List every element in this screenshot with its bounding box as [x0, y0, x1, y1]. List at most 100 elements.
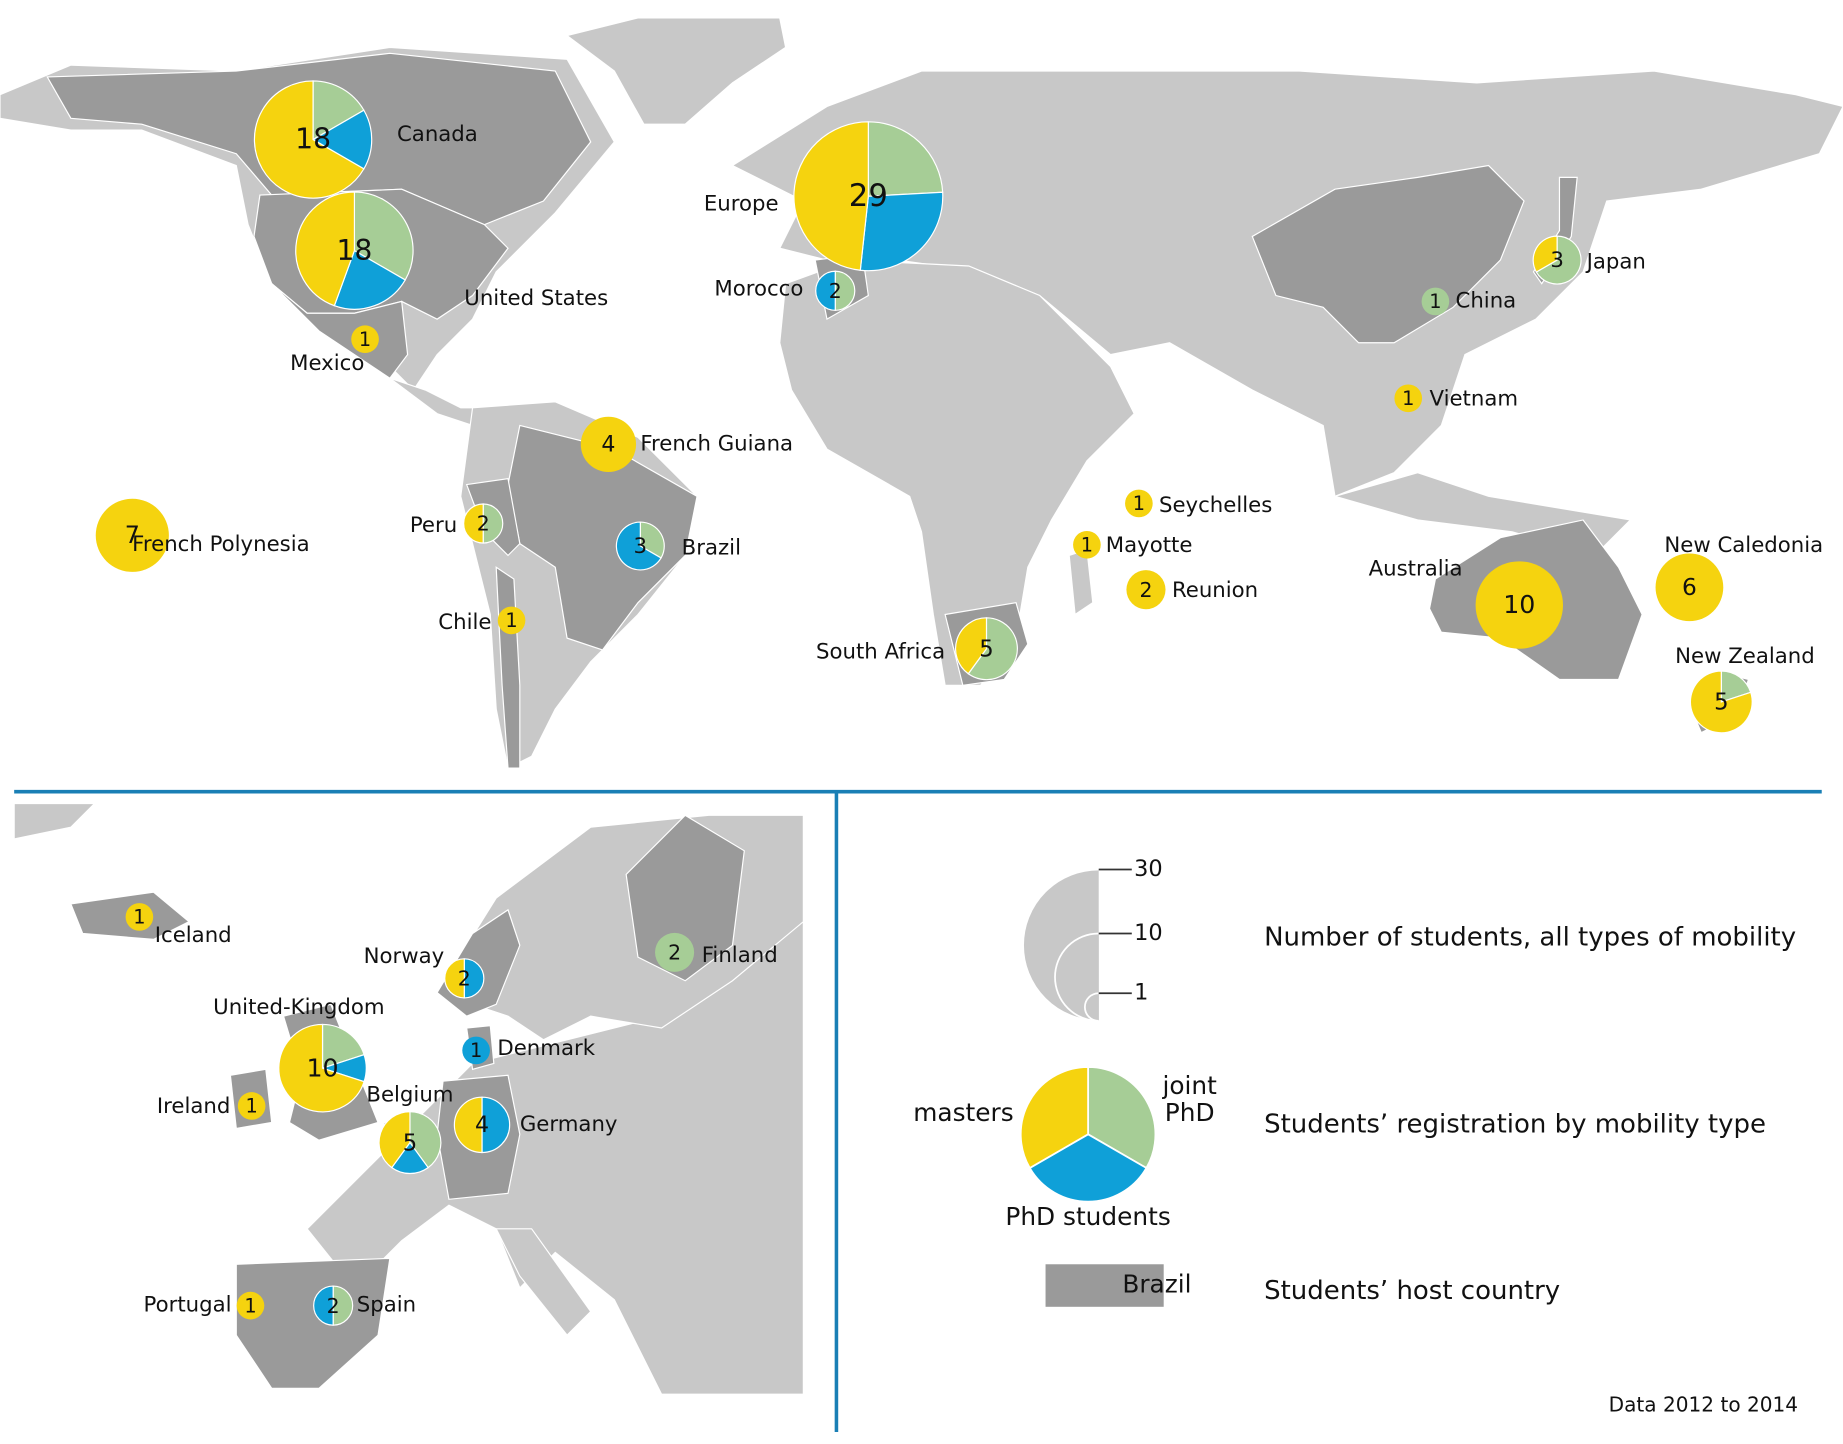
land: [13, 802, 96, 840]
pie-total: 1: [1081, 533, 1093, 556]
location-label: Reunion: [1172, 578, 1258, 603]
type-legend-segment: [1028, 1133, 1148, 1203]
pie-segment: [1475, 561, 1564, 649]
pie: 2: [444, 958, 485, 999]
pie-segment: [453, 1096, 483, 1154]
pie-segment: [1394, 384, 1423, 413]
pie-segment: [859, 191, 944, 272]
pie-segment: [1689, 670, 1753, 734]
host-country: [1251, 164, 1525, 344]
pie: 2: [815, 270, 856, 311]
pie: 10: [278, 1023, 367, 1113]
pie-segment: [253, 80, 365, 199]
legend-size-title: Number of students, all types of mobilit…: [1264, 923, 1796, 953]
host-country: [235, 1257, 391, 1389]
pie-total: 3: [1550, 248, 1564, 273]
pie: 2: [1126, 570, 1166, 610]
pie-total: 29: [849, 178, 888, 214]
pie-total: 2: [477, 512, 490, 536]
legend-host-swatch: [1045, 1264, 1164, 1307]
pie: 1: [1125, 489, 1153, 518]
location-label: Mexico: [290, 351, 364, 376]
legend-type-title: Students’ registration by mobility type: [1264, 1109, 1766, 1139]
size-legend-label: 30: [1134, 856, 1163, 882]
pie-segment: [834, 270, 856, 311]
pie-segment: [295, 191, 356, 307]
pie: 1: [1421, 287, 1450, 316]
pie-segment: [463, 503, 484, 544]
pie-total: 1: [245, 1095, 257, 1118]
pie-segment: [462, 1036, 490, 1065]
pie: 1: [236, 1291, 265, 1320]
pie-segment: [444, 958, 465, 999]
pie-segment: [1126, 570, 1166, 610]
host-country: [625, 814, 745, 982]
pie-segment: [1421, 287, 1450, 316]
legend-masters: masters: [913, 1098, 1013, 1127]
pie-segment: [580, 416, 637, 473]
pie-total: 2: [1139, 578, 1152, 602]
pie-total: 10: [1503, 590, 1535, 619]
pie-segment: [353, 191, 414, 281]
location-label: Spain: [357, 1293, 416, 1318]
pie-total: 2: [458, 967, 471, 991]
pie-total: 4: [475, 1113, 489, 1138]
pie-total: 2: [668, 941, 681, 965]
pie-total: 1: [359, 328, 371, 351]
pie-segment: [1655, 553, 1724, 622]
pie: 18: [253, 80, 373, 199]
pie-segment: [815, 270, 836, 311]
pie-total: 1: [1133, 492, 1145, 515]
pie-segment: [278, 1023, 365, 1113]
size-legend-label: 1: [1134, 980, 1148, 1006]
pie: 3: [615, 521, 665, 571]
pie-segment: [793, 121, 869, 271]
pie-segment: [332, 1285, 354, 1326]
pie-segment: [867, 121, 944, 197]
pie-total: 1: [244, 1294, 256, 1317]
pie-segment: [311, 109, 373, 170]
pie-segment: [967, 617, 1018, 681]
pie-total: 1: [505, 609, 517, 632]
pie-segment: [955, 617, 988, 675]
location-label: United States: [464, 286, 608, 311]
location-label: Finland: [702, 943, 778, 968]
pie-total: 6: [1682, 574, 1697, 601]
pie-total: 1: [470, 1039, 482, 1062]
type-legend-segment: [1087, 1066, 1157, 1170]
location-label: United-Kingdom: [213, 995, 384, 1020]
pie-total: 5: [979, 636, 993, 662]
pie: 1: [462, 1036, 490, 1065]
pie-segment: [351, 325, 379, 354]
legend-joint: PhD: [1165, 1098, 1215, 1127]
location-label: French Guiana: [640, 431, 793, 456]
pie-total: 18: [295, 123, 331, 156]
location-label: China: [1455, 288, 1516, 313]
pie: 5: [955, 617, 1018, 681]
note: Data 2012 to 2014: [1609, 1393, 1798, 1417]
pie-segment: [390, 1141, 429, 1175]
location-label: Portugal: [144, 1293, 232, 1318]
pie: 6: [1655, 553, 1724, 622]
location-label: Germany: [520, 1112, 618, 1137]
location-label: Peru: [410, 513, 457, 538]
pie-segment: [409, 1111, 442, 1169]
host-country: [271, 283, 409, 380]
location-label: Mayotte: [1106, 533, 1193, 558]
pie: 5: [1689, 670, 1753, 734]
location-label: Iceland: [155, 923, 232, 948]
location-label: Chile: [438, 610, 491, 635]
pie: 29: [793, 121, 944, 272]
pie: 3: [1532, 235, 1582, 285]
location-label: South Africa: [816, 639, 945, 664]
pie: 1: [237, 1092, 266, 1120]
location-label: Europe: [704, 192, 779, 217]
location-label: New Zealand: [1675, 644, 1815, 669]
pie-total: 1: [1402, 387, 1414, 410]
pie-total: 3: [634, 534, 648, 559]
location-label: Seychelles: [1159, 493, 1272, 518]
land: [495, 1228, 592, 1337]
pie: 1: [351, 325, 379, 354]
location-label: Vietnam: [1430, 386, 1519, 411]
